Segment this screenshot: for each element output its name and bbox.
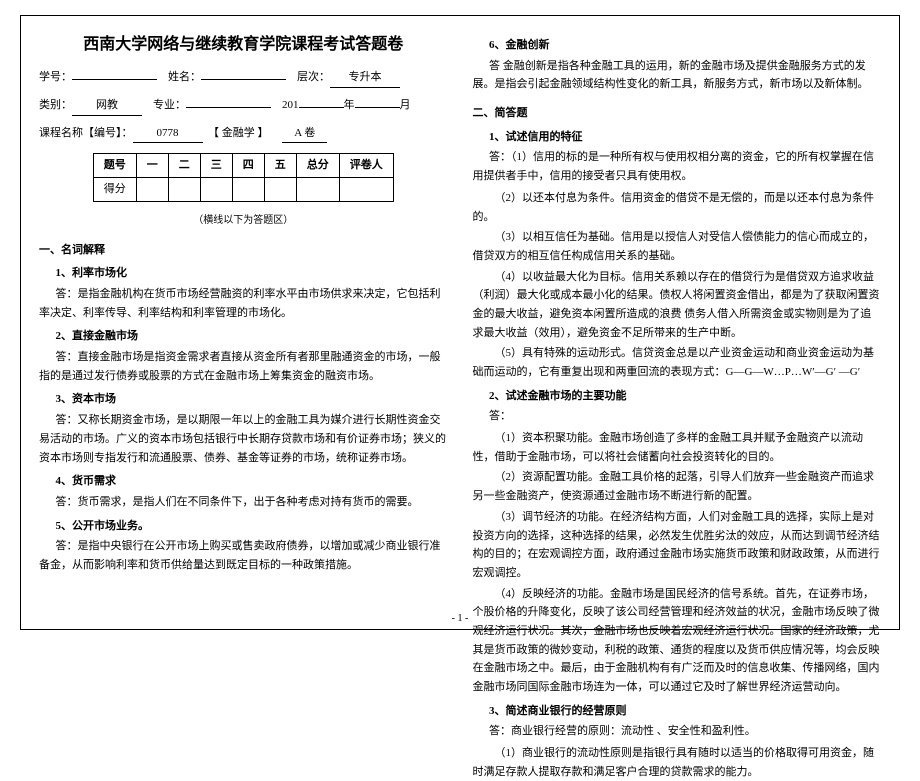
form-row-1: 学号： 姓名： 层次：专升本 xyxy=(39,68,448,88)
year-suffix: 年 xyxy=(344,99,355,111)
a4: 答：货币需求，是指人们在不同条件下，出于各种考虑对持有货币的需要。 xyxy=(39,493,448,512)
label-major: 专业： xyxy=(153,99,186,111)
th-3: 三 xyxy=(200,154,232,178)
blank-student-id xyxy=(72,79,157,80)
exam-page: 西南大学网络与继续教育学院课程考试答题卷 学号： 姓名： 层次：专升本 类别：网… xyxy=(20,15,900,630)
blank-name xyxy=(201,79,286,80)
a22-1: （1）资本积聚功能。金融市场创造了多样的金融工具并赋予金融资产以流动性，借助于金… xyxy=(473,429,882,466)
td-4 xyxy=(232,177,264,201)
q2: 2、直接金融市场 xyxy=(39,327,448,346)
label-student-id: 学号： xyxy=(39,71,72,83)
a21-3: （3）以相互信任为基础。信用是以授信人对受信人偿债能力的信心而成立的，借贷双方的… xyxy=(473,228,882,265)
a23-1: （1）商业银行的流动性原则是指银行具有随时以适当的价格取得可用资金，随时满足存款… xyxy=(473,744,882,781)
td-3 xyxy=(200,177,232,201)
td-5 xyxy=(264,177,296,201)
label-category: 类别： xyxy=(39,99,72,111)
course-name: 【 金融学 】 xyxy=(208,127,269,139)
td-6 xyxy=(296,177,339,201)
a23-pre: 答：商业银行经营的原则：流动性 、安全性和盈利性。 xyxy=(473,722,882,741)
month-suffix: 月 xyxy=(400,99,411,111)
td-7 xyxy=(339,177,393,201)
td-label: 得分 xyxy=(93,177,136,201)
q22: 2、试述金融市场的主要功能 xyxy=(473,387,882,406)
a22-pre: 答： xyxy=(473,407,882,426)
right-column: 6、金融创新 答 金融创新是指各种金融工具的运用，新的金融市场及提供金融服务方式… xyxy=(473,31,882,621)
td-1 xyxy=(136,177,168,201)
blank-year xyxy=(299,107,344,108)
label-level: 层次： xyxy=(297,71,330,83)
form-row-2: 类别：网教 专业： 201 年 月 xyxy=(39,96,448,116)
blank-level: 专升本 xyxy=(330,68,400,88)
a5: 答：是指中央银行在公开市场上购买或售卖政府债券，以增加或减少商业银行准备金，从而… xyxy=(39,537,448,574)
th-1: 一 xyxy=(136,154,168,178)
a21-2: （2）以还本付息为条件。信用资金的借贷不是无偿的，而是以还本付息为条件的。 xyxy=(473,189,882,226)
blank-paper: A 卷 xyxy=(282,124,327,144)
th-2: 二 xyxy=(168,154,200,178)
left-column: 西南大学网络与继续教育学院课程考试答题卷 学号： 姓名： 层次：专升本 类别：网… xyxy=(39,31,448,621)
page-number: - 1 - xyxy=(452,610,469,627)
a21-4: （4）以收益最大化为目标。信用关系赖以存在的借贷行为是借贷双方追求收益（利润）最… xyxy=(473,268,882,343)
score-value-row: 得分 xyxy=(93,177,393,201)
blank-category: 网教 xyxy=(72,96,142,116)
score-table: 题号 一 二 三 四 五 总分 评卷人 得分 xyxy=(93,153,394,201)
q5: 5、公开市场业务。 xyxy=(39,517,448,536)
label-name: 姓名： xyxy=(168,71,201,83)
th-4: 四 xyxy=(232,154,264,178)
th-7: 评卷人 xyxy=(339,154,393,178)
divider-note: （横线以下为答题区） xyxy=(39,212,448,229)
a22-3: （3）调节经济的功能。在经济结构方面，人们对金融工具的选择，实际上是对投资方向的… xyxy=(473,508,882,583)
section-1: 一、名词解释 xyxy=(39,241,448,260)
year-prefix: 201 xyxy=(282,99,299,111)
td-2 xyxy=(168,177,200,201)
a3: 答：又称长期资金市场，是以期限一年以上的金融工具为媒介进行长期性资金交易活动的市… xyxy=(39,411,448,467)
th-0: 题号 xyxy=(93,154,136,178)
th-6: 总分 xyxy=(296,154,339,178)
q1: 1、利率市场化 xyxy=(39,264,448,283)
q23: 3、简述商业银行的经营原则 xyxy=(473,702,882,721)
blank-month xyxy=(355,107,400,108)
a22-2: （2）资源配置功能。金融工具价格的起落，引导人们放弃一些金融资产而追求另一些金融… xyxy=(473,468,882,505)
section-2: 二、简答题 xyxy=(473,104,882,123)
q4: 4、货币需求 xyxy=(39,472,448,491)
label-course: 课程名称【编号】： xyxy=(39,127,133,139)
blank-major xyxy=(186,107,271,108)
th-5: 五 xyxy=(264,154,296,178)
a21-pre-text: 答： xyxy=(489,151,511,163)
form-row-3: 课程名称【编号】：0778 【 金融学 】 A 卷 xyxy=(39,124,448,144)
a21-5: （5）具有特殊的运动形式。信贷资金总是以产业资金运动和商业资金运动为基础而运动的… xyxy=(473,344,882,381)
main-title: 西南大学网络与继续教育学院课程考试答题卷 xyxy=(39,31,448,58)
a2: 答：直接金融市场是指资金需求者直接从资金所有者那里融通资金的市场，一般指的是通过… xyxy=(39,348,448,385)
a21-1: （1）信用的标的是一种所有权与使用权相分离的资金，它的所有权掌握在信用提供者手中… xyxy=(473,151,875,182)
a21-pre: 答：（1）信用的标的是一种所有权与使用权相分离的资金，它的所有权掌握在信用提供者… xyxy=(473,148,882,185)
a22-4: （4）反映经济的功能。金融市场是国民经济的信号系统。首先，在证券市场，个股价格的… xyxy=(473,585,882,697)
a1: 答：是指金融机构在货币市场经营融资的利率水平由市场供求来决定，它包括利率决定、利… xyxy=(39,285,448,322)
q21: 1、试述信用的特征 xyxy=(473,128,882,147)
q3: 3、资本市场 xyxy=(39,390,448,409)
blank-course-code: 0778 xyxy=(133,124,203,144)
a6: 答 金融创新是指各种金融工具的运用，新的金融市场及提供金融服务方式的发展。是指会… xyxy=(473,57,882,94)
q6: 6、金融创新 xyxy=(473,36,882,55)
score-header-row: 题号 一 二 三 四 五 总分 评卷人 xyxy=(93,154,393,178)
